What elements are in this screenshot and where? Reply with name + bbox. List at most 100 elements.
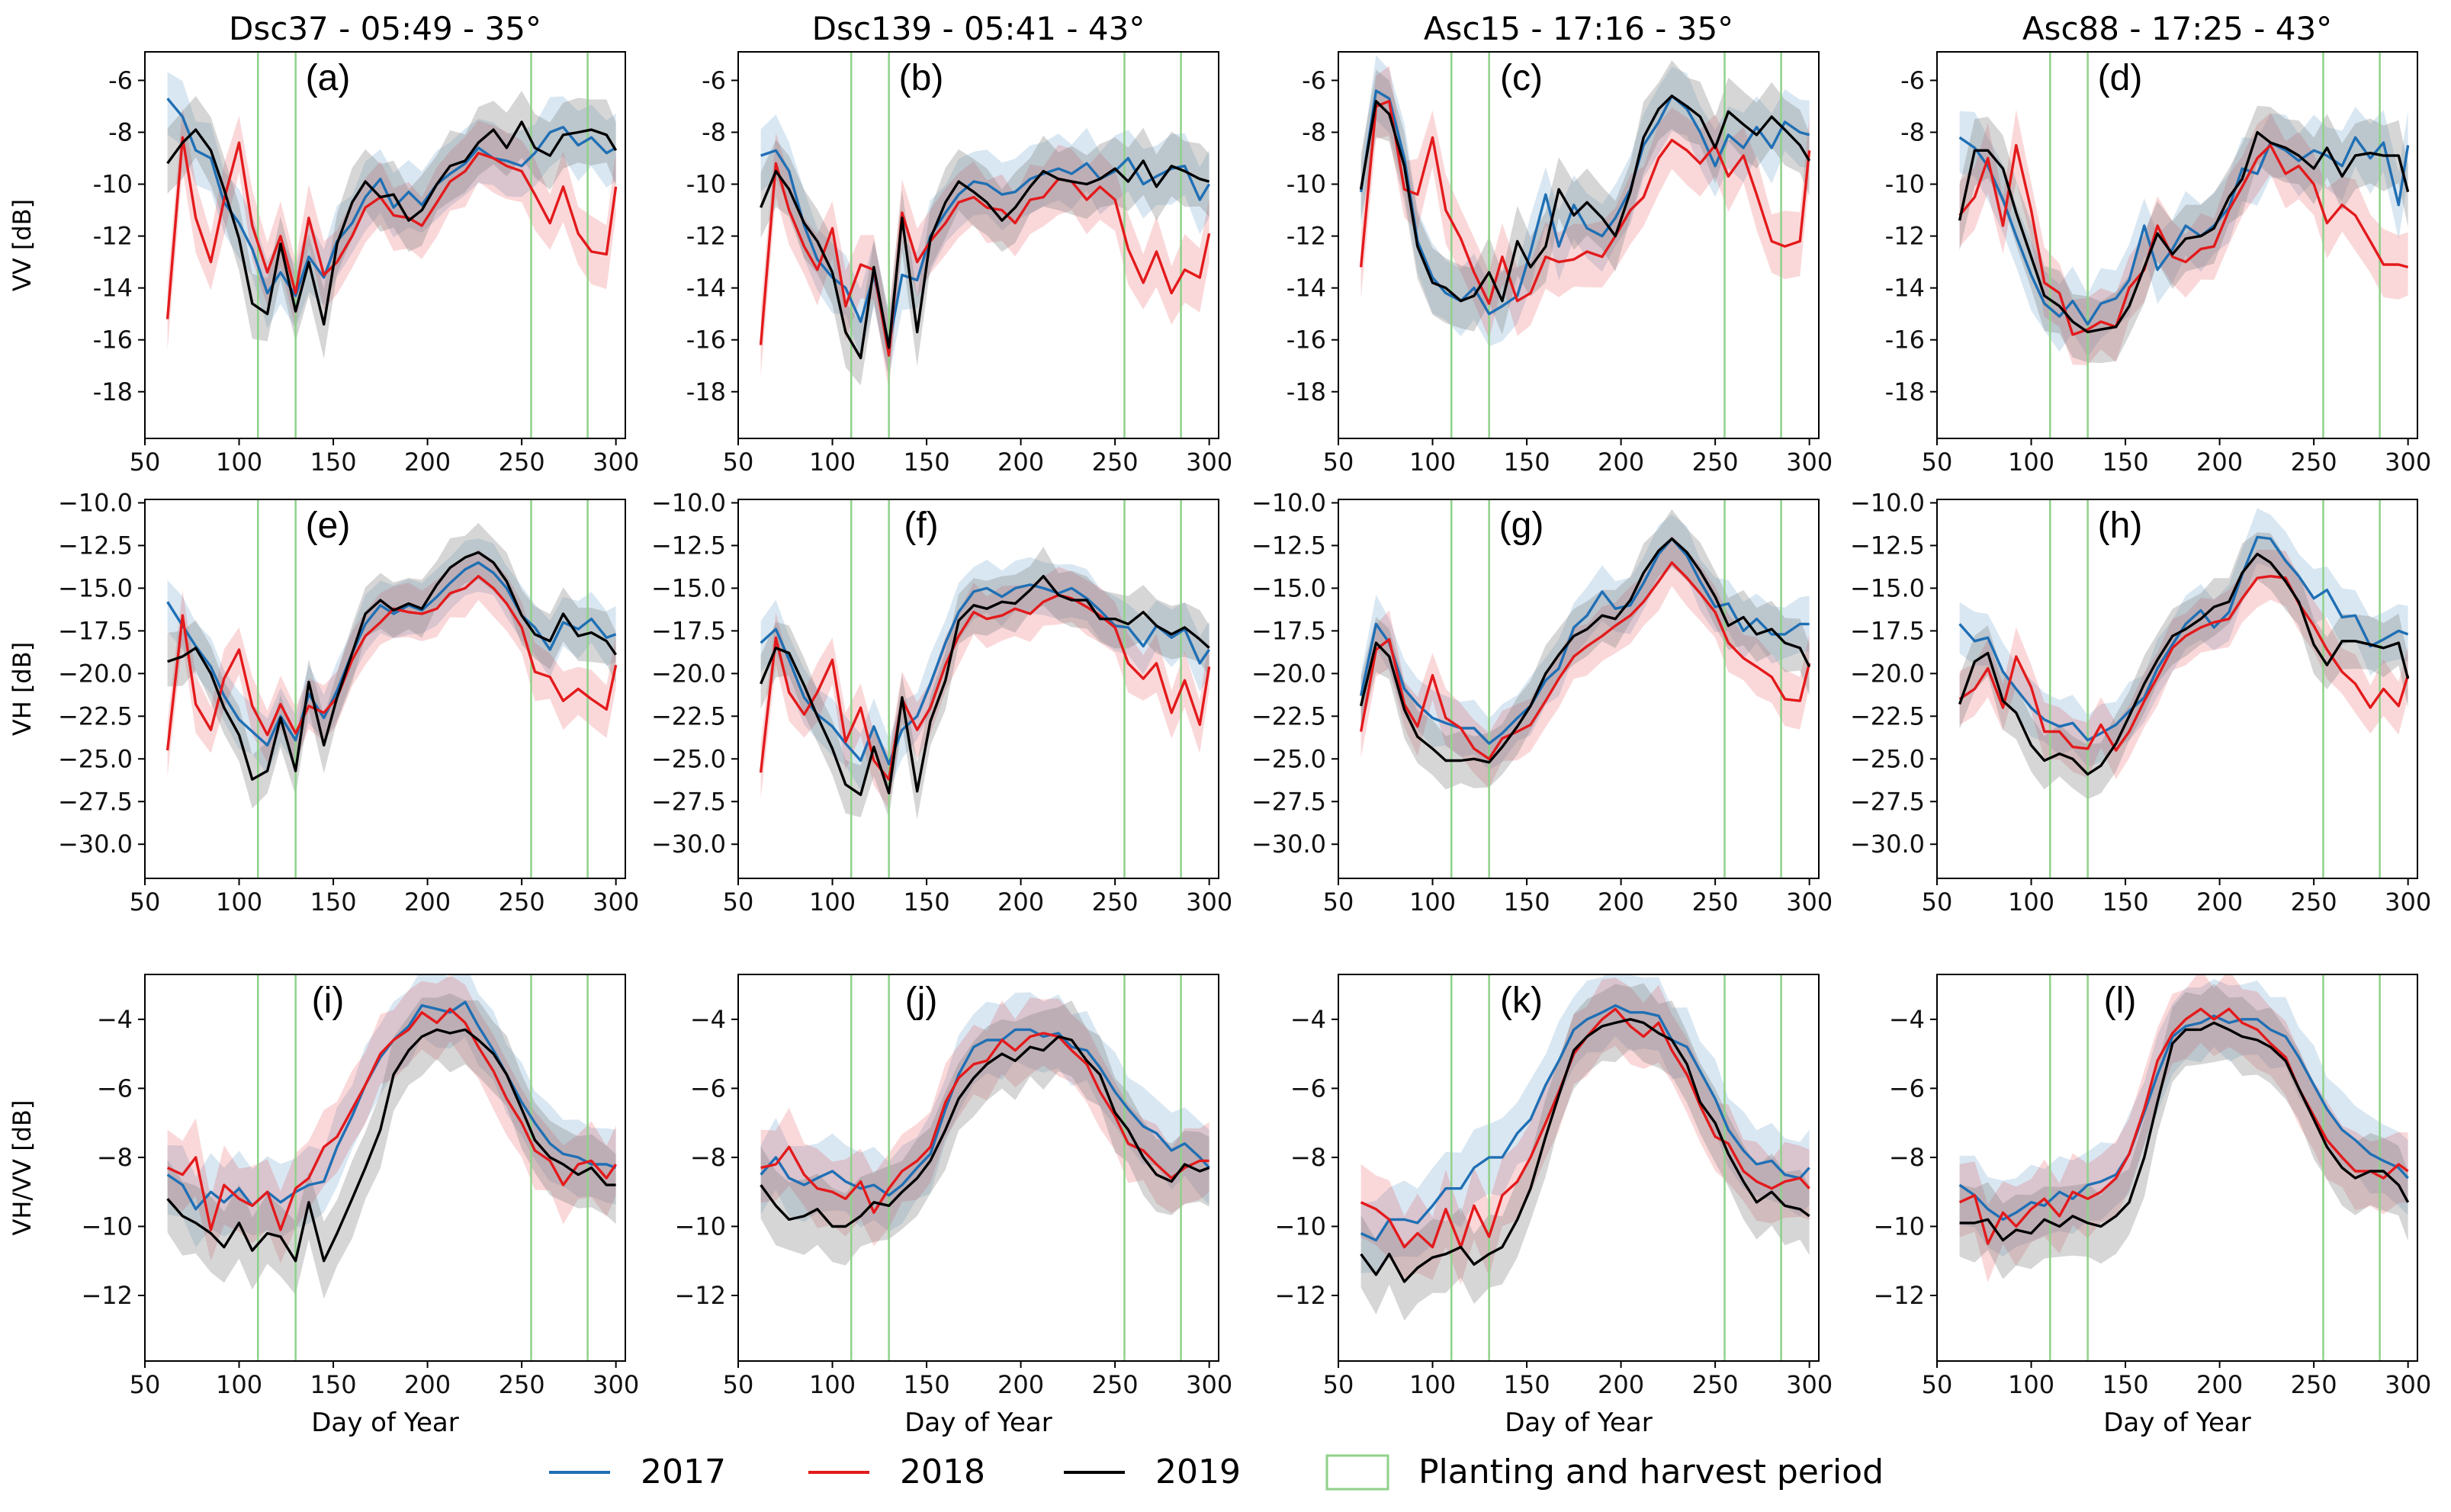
series-line-2018 [1958, 143, 2409, 336]
series-line-2017 [166, 98, 617, 297]
y-tick-label: −4 [1290, 1005, 1326, 1034]
x-tick-label: 250 [2291, 1370, 2337, 1399]
x-tick-label: 100 [2008, 448, 2054, 477]
series-line-2017 [760, 149, 1211, 347]
x-tick-label: 150 [1504, 888, 1550, 917]
series-line-2017 [166, 561, 617, 747]
series-line-2017 [1359, 89, 1810, 316]
y-tick-label: -10 [1287, 170, 1326, 199]
series-line-2018 [165, 136, 618, 319]
panel-d: 50 100 150 200 250 300 -6 -8 -10 -12 -14 -16 -18 (d) [1885, 51, 2431, 477]
x-tick-label: 250 [499, 888, 545, 917]
series-line-2019 [167, 551, 618, 781]
panel-h: 50 100 150 200 250 300 −10.0 −12.5 −15.0 −17.5 −20… [1850, 488, 2431, 917]
y-tick-label: −17.5 [1251, 616, 1326, 645]
y-tick-label: −22.5 [651, 701, 726, 730]
x-tick-label: 150 [2102, 1370, 2149, 1399]
x-tick-label: 50 [130, 888, 161, 917]
y-tick-label: -6 [108, 66, 133, 95]
series-line-2019 [1958, 552, 2410, 776]
y-tick-label: −12.5 [651, 531, 726, 560]
x-tick-label: 250 [1092, 448, 1139, 477]
series-line-2017 [1958, 535, 2409, 742]
series-line-2018 [1359, 561, 1811, 760]
panel-label-e: (e) [306, 506, 351, 546]
x-tick-label: 100 [1409, 1370, 1456, 1399]
x-tick-label: 200 [1598, 448, 1644, 477]
y-tick-label: −22.5 [58, 701, 133, 730]
x-tick-label: 100 [2008, 1370, 2054, 1399]
series-line-2019 [1959, 1021, 2410, 1242]
y-tick-label: −12 [674, 1281, 726, 1310]
panel-plot-area [760, 974, 1210, 1361]
x-tick-label: 300 [1786, 1370, 1833, 1399]
band-2017 [167, 538, 616, 775]
y-tick-label: −15.0 [1251, 573, 1326, 602]
y-tick-label: −10.0 [1850, 488, 1925, 517]
y-tick-label: −27.5 [1251, 787, 1326, 816]
panel-label-i: (i) [312, 981, 345, 1021]
panel-label-l: (l) [2104, 981, 2137, 1021]
y-tick-label: -14 [93, 274, 133, 303]
y-tick-label: −15.0 [1850, 573, 1925, 602]
y-tick-label: -12 [93, 222, 133, 251]
panel-frame [144, 974, 626, 1362]
panel-frame [737, 499, 1219, 879]
band-2017 [167, 72, 616, 329]
x-tick-label: 300 [593, 1370, 639, 1399]
series-line-2018 [759, 593, 1211, 781]
series-line-2019 [760, 159, 1210, 360]
panel-b: 50 100 150 200 250 300 -6 -8 -10 -12 -14 -16 -18 (b) [686, 51, 1232, 477]
band-2019 [1959, 105, 2408, 364]
panel-frame [1936, 51, 2418, 439]
y-tick-label: −17.5 [651, 616, 726, 645]
x-tick-label: 250 [1092, 888, 1139, 917]
x-tick-label: 200 [404, 448, 451, 477]
x-tick-label: 150 [2102, 888, 2149, 917]
x-tick-label: 250 [1692, 888, 1739, 917]
y-tick-label: −27.5 [58, 787, 133, 816]
x-axis-label: Day of Year [904, 1408, 1052, 1438]
band-2018 [167, 975, 616, 1263]
y-tick-label: −12.5 [1251, 531, 1326, 560]
y-tick-label: −15.0 [58, 573, 133, 602]
x-tick-label: 100 [216, 448, 262, 477]
x-axis-label: Day of Year [311, 1408, 459, 1438]
x-tick-label: 300 [2385, 888, 2431, 917]
series-line-2017 [760, 1028, 1210, 1197]
y-tick-label: −20.0 [1251, 659, 1326, 688]
y-tick-label: −8 [97, 1143, 133, 1172]
series-line-2019 [760, 575, 1210, 797]
panel-frame [144, 51, 626, 439]
x-tick-label: 150 [1504, 1370, 1550, 1399]
x-tick-label: 50 [1922, 1370, 1953, 1399]
panel-label-c: (c) [1500, 58, 1543, 98]
x-tick-label: 250 [2291, 888, 2337, 917]
band-2018 [1959, 549, 2408, 779]
y-tick-label: −30.0 [1251, 830, 1326, 859]
panel-i: 50 100 150 200 250 300 −4 −6 −8 −10 −12 (i) Day of Y… [81, 974, 639, 1438]
panel-plot-area [1958, 974, 2410, 1361]
x-tick-label: 100 [809, 1370, 856, 1399]
panel-j: 50 100 150 200 250 300 −4 −6 −8 −10 −12 (j) Day of Y… [674, 974, 1232, 1438]
x-tick-label: 100 [216, 888, 262, 917]
band-2017 [1959, 107, 2408, 357]
legend-label-4: Planting and harvest period [1418, 1453, 1884, 1491]
panel-frame [1936, 974, 2418, 1362]
legend-label-1: 2017 [641, 1453, 726, 1491]
y-tick-label: −12 [1274, 1281, 1326, 1310]
y-tick-label: −30.0 [58, 830, 133, 859]
panel-frame [144, 499, 626, 879]
x-tick-label: 150 [2102, 448, 2149, 477]
x-tick-label: 250 [1692, 448, 1739, 477]
panel-frame [1338, 51, 1820, 439]
y-tick-label: −12 [1873, 1281, 1925, 1310]
x-tick-label: 250 [2291, 448, 2337, 477]
x-tick-label: 250 [499, 448, 545, 477]
panel-label-b: (b) [899, 58, 944, 98]
column-title-3: Asc15 - 17:16 - 35° [1424, 10, 1733, 47]
y-tick-label: −8 [690, 1143, 726, 1172]
y-tick-label: −10 [1274, 1212, 1326, 1241]
legend: 2017 2018 2019 Planting and harvest period [549, 1453, 1884, 1491]
